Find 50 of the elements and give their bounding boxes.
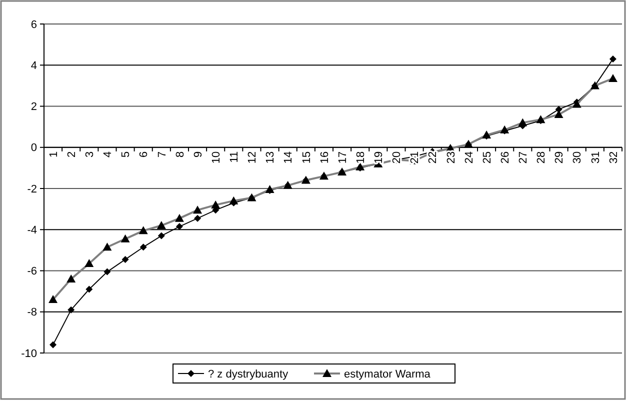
point	[176, 223, 183, 230]
x-tick-label: 6	[138, 151, 150, 158]
x-tick-label: 19	[373, 151, 386, 164]
x-tick-label: 29	[554, 151, 566, 164]
x-tick-label: 8	[174, 151, 186, 158]
x-tick-label: 3	[84, 151, 96, 158]
x-tick-label: 12	[246, 151, 259, 164]
x-tick-label: 32	[608, 151, 620, 164]
x-tick-label: 7	[156, 151, 168, 158]
point	[122, 256, 129, 263]
point	[158, 232, 165, 240]
x-tick-label: 30	[572, 151, 584, 164]
x-tick-label: 2	[66, 151, 78, 158]
point	[86, 286, 93, 293]
point	[194, 214, 202, 222]
x-tick-label: 31	[590, 151, 602, 164]
x-tick-label: 1	[48, 151, 60, 158]
y-tick-label: -4	[27, 224, 37, 236]
x-tick-label: 13	[264, 151, 277, 164]
x-tick-label: 5	[120, 151, 132, 158]
x-tick-label: 28	[536, 151, 548, 164]
x-tick-label: 14	[282, 151, 295, 164]
x-tick-label: 11	[228, 151, 241, 163]
y-tick-label: -8	[27, 306, 37, 319]
x-tick-label: 15	[300, 151, 313, 164]
x-tick-label: 17	[336, 151, 349, 164]
x-tick-label: 18	[354, 151, 367, 164]
point	[68, 306, 75, 314]
x-tick-label: 26	[499, 151, 512, 164]
x-tick-label: 23	[445, 151, 458, 164]
x-tick-label: 16	[318, 151, 331, 164]
x-tick-label: 25	[481, 151, 494, 164]
point	[140, 244, 147, 251]
y-tick-label: -10	[21, 348, 37, 360]
y-tick-label: -6	[27, 266, 37, 278]
point	[609, 55, 616, 62]
legend-label: ? z dystrybuanty	[208, 368, 289, 380]
x-tick-label: 24	[463, 151, 476, 164]
point	[104, 268, 111, 276]
point	[50, 341, 57, 348]
y-tick-label: 0	[30, 142, 37, 154]
y-tick-label: 6	[30, 18, 37, 31]
y-tick-label: 4	[30, 60, 37, 72]
x-tick-label: 4	[102, 151, 114, 158]
y-tick-label: -2	[27, 183, 37, 196]
legend-label: estymator Warma	[344, 368, 432, 380]
x-tick-label: 27	[518, 151, 530, 164]
x-tick-label: 10	[210, 151, 222, 164]
y-tick-label: 2	[30, 101, 37, 114]
x-tick-label: 9	[192, 151, 204, 158]
